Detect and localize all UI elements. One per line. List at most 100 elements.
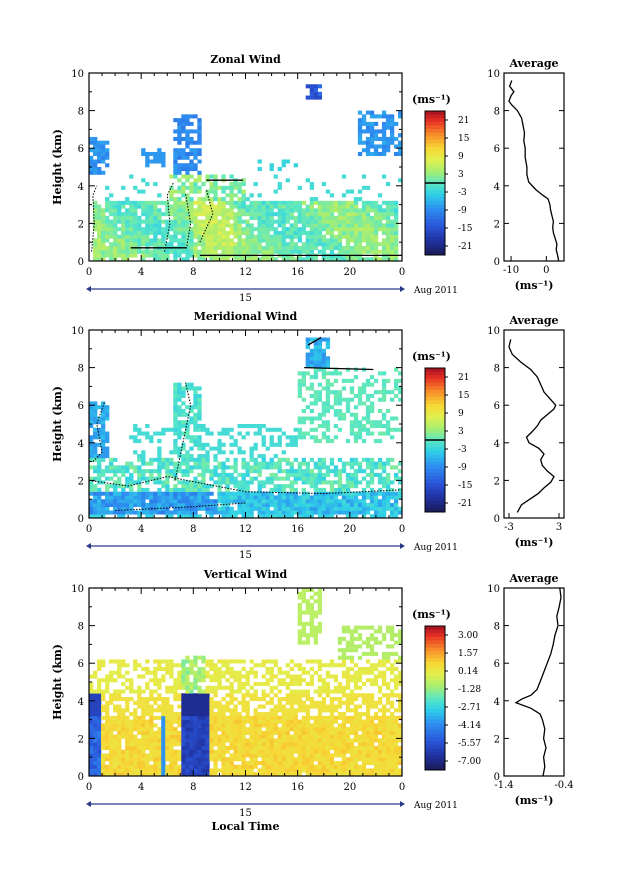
heatmap-cell [265, 757, 270, 762]
heatmap-cell [189, 484, 194, 489]
colorbar-band [425, 139, 445, 144]
heatmap-cell [149, 457, 154, 462]
heatmap-cell [337, 393, 343, 398]
heatmap-cell [257, 715, 262, 720]
heatmap-cell [169, 719, 174, 724]
heatmap-cell [245, 749, 250, 754]
colorbar-label: 15 [458, 134, 470, 144]
heatmap-cell [97, 723, 102, 728]
heatmap-cell [121, 185, 126, 190]
heatmap-cell [329, 215, 335, 220]
heatmap-cell [329, 204, 335, 209]
heatmap-cell [361, 223, 367, 228]
heatmap-cell [241, 697, 246, 702]
heatmap-cell [349, 499, 355, 504]
heatmap-cell [185, 245, 190, 251]
heatmap-cell [149, 230, 154, 235]
heatmap-cell [185, 144, 190, 149]
heatmap-cell [329, 208, 335, 213]
heatmap-cell [257, 723, 262, 728]
heatmap-cell [297, 371, 302, 376]
heatmap-cell [313, 472, 319, 477]
heatmap-cell [157, 238, 162, 243]
heatmap-cell [293, 757, 298, 762]
heatmap-cell [141, 666, 146, 672]
heatmap-cell [265, 745, 270, 750]
heatmap-cell [253, 442, 258, 447]
heatmap-cell [193, 495, 198, 500]
heatmap-cell [161, 712, 166, 717]
heatmap-cell [117, 200, 122, 205]
heatmap-cell [125, 212, 130, 217]
heatmap-cell [141, 151, 146, 157]
heatmap-cell [189, 140, 194, 145]
heatmap-cell [249, 659, 254, 664]
heatmap-cell [193, 749, 198, 754]
heatmap-cell [357, 140, 363, 145]
heatmap-cell [281, 495, 286, 500]
heatmap-cell [105, 230, 110, 235]
heatmap-cell [193, 476, 198, 481]
heatmap-cell [337, 510, 343, 515]
date-bar-arrow-left [86, 286, 91, 292]
heatmap-cell [361, 257, 367, 262]
heatmap-cell [197, 185, 202, 190]
heatmap-cell [221, 427, 226, 432]
heatmap-cell [277, 760, 282, 766]
heatmap-cell [113, 208, 118, 213]
heatmap-cell [381, 502, 387, 508]
heatmap-cell [393, 476, 399, 481]
heatmap-cell [181, 734, 186, 739]
heatmap-cell [277, 484, 282, 489]
heatmap-cell [145, 772, 150, 777]
colorbar-band [425, 201, 445, 205]
heatmap-cell [321, 708, 327, 713]
heatmap-cell [341, 506, 347, 511]
heatmap-cell [237, 670, 242, 675]
y-tick-label: 10 [71, 326, 84, 337]
heatmap-cell [293, 689, 298, 694]
heatmap-cell [181, 457, 186, 462]
heatmap-cell [269, 163, 274, 168]
heatmap-cell [229, 674, 234, 679]
heatmap-cell [173, 204, 178, 209]
heatmap-cell [241, 506, 246, 511]
heatmap-cell [121, 215, 126, 220]
heatmap-cell [109, 230, 114, 235]
heatmap-cell [121, 719, 126, 724]
heatmap-cell [321, 405, 327, 410]
heatmap-cell [145, 510, 150, 515]
heatmap-cell [93, 159, 98, 164]
heatmap-cell [161, 742, 166, 747]
heatmap-cell [209, 219, 214, 224]
heatmap-cell [393, 136, 399, 141]
heatmap-cell [353, 439, 359, 444]
heatmap-cell [225, 768, 230, 773]
heatmap-cell [277, 185, 282, 190]
heatmap-cell [237, 208, 242, 213]
heatmap-cell [145, 204, 150, 209]
heatmap-cell [265, 723, 270, 728]
heatmap-cell [101, 242, 106, 247]
x-tick-label: 8 [190, 267, 196, 278]
heatmap-cell [261, 689, 266, 694]
heatmap-cell [157, 685, 162, 690]
heatmap-cell [213, 185, 218, 190]
heatmap-cell [157, 257, 162, 262]
colorbar-band [425, 132, 445, 137]
heatmap-cell [121, 472, 126, 477]
heatmap-cell [389, 125, 395, 130]
heatmap-cell [133, 708, 138, 713]
heatmap-cell [317, 360, 323, 365]
heatmap-cell [113, 502, 118, 508]
heatmap-cell [309, 697, 315, 702]
heatmap-cell [129, 772, 134, 777]
heatmap-cell [185, 764, 190, 769]
heatmap-cell [305, 480, 310, 485]
heatmap-cell [281, 753, 286, 758]
heatmap-cell [249, 727, 254, 732]
heatmap-cell [133, 491, 138, 496]
heatmap-cell [177, 121, 182, 126]
heatmap-cell [213, 215, 218, 220]
heatmap-cell [117, 772, 122, 777]
